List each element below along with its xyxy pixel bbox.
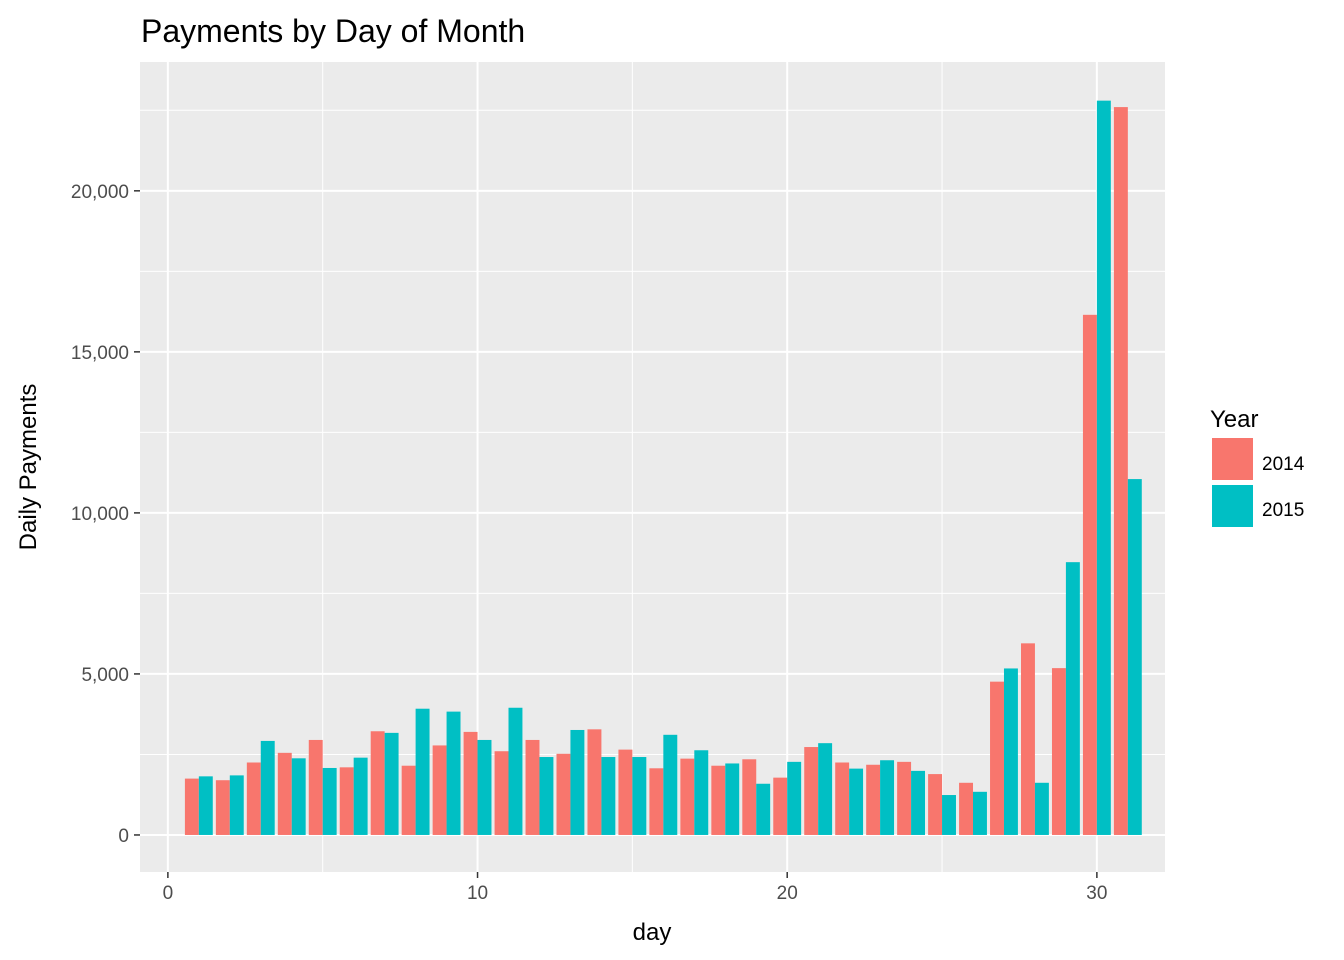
bar-2014-day-1 xyxy=(184,778,199,835)
x-axis-title: day xyxy=(633,919,672,946)
bar-2014-day-23 xyxy=(866,764,881,835)
bar-2015-day-10 xyxy=(477,739,492,835)
y-tick-label: 20,000 xyxy=(71,182,129,203)
bar-2015-day-6 xyxy=(353,757,368,835)
legend-label-2014: 2014 xyxy=(1262,454,1305,475)
bar-2015-day-17 xyxy=(694,750,709,835)
bar-2015-day-1 xyxy=(198,776,213,835)
bar-2015-day-7 xyxy=(384,732,399,835)
bar-2014-day-15 xyxy=(618,749,633,835)
bar-2014-day-28 xyxy=(1021,643,1035,835)
bar-2014-day-30 xyxy=(1082,314,1097,835)
bar-2014-day-5 xyxy=(308,739,323,835)
bar-2014-day-29 xyxy=(1051,668,1066,835)
bar-2014-day-13 xyxy=(556,753,571,835)
bar-2015-day-9 xyxy=(446,711,461,835)
bar-2015-day-12 xyxy=(539,757,554,835)
bar-2015-day-18 xyxy=(725,763,740,835)
bar-2014-day-31 xyxy=(1113,107,1128,835)
bar-2015-day-23 xyxy=(880,760,895,835)
bar-2014-day-10 xyxy=(463,731,478,835)
legend: Year 2014 2015 xyxy=(1210,406,1305,527)
bar-2015-day-20 xyxy=(787,761,802,835)
y-tick-label: 5,000 xyxy=(81,665,129,686)
bar-2015-day-16 xyxy=(663,734,678,835)
bar-2015-day-3 xyxy=(260,740,275,835)
y-tick-label: 10,000 xyxy=(71,504,129,525)
bar-2015-day-26 xyxy=(973,791,987,835)
x-tick-label: 0 xyxy=(163,883,174,904)
bar-2015-day-25 xyxy=(942,795,956,835)
y-tick-label: 15,000 xyxy=(71,343,129,364)
bar-2015-day-15 xyxy=(632,757,647,835)
legend-key-2014 xyxy=(1212,438,1253,480)
bar-2014-day-8 xyxy=(401,765,416,835)
bar-2014-day-19 xyxy=(742,759,757,835)
bar-2014-day-26 xyxy=(959,782,974,835)
bar-2015-day-14 xyxy=(601,757,616,835)
x-tick-label: 10 xyxy=(467,883,488,904)
legend-title: Year xyxy=(1210,406,1259,433)
legend-key-2015 xyxy=(1212,485,1253,527)
bar-2014-day-18 xyxy=(711,765,726,835)
bar-2014-day-4 xyxy=(277,752,292,835)
chart-title: Payments by Day of Month xyxy=(141,13,525,49)
bar-2015-day-29 xyxy=(1065,562,1080,835)
bar-2014-day-2 xyxy=(215,780,230,835)
bar-2015-day-13 xyxy=(570,729,585,835)
bar-2014-day-7 xyxy=(370,731,385,835)
bar-2014-day-20 xyxy=(773,777,788,835)
bar-2014-day-11 xyxy=(494,751,509,835)
bar-2014-day-14 xyxy=(587,729,602,835)
bar-2015-day-8 xyxy=(415,708,430,835)
bar-2014-day-9 xyxy=(432,745,447,835)
bar-2015-day-28 xyxy=(1034,782,1049,835)
bar-2015-day-24 xyxy=(911,770,926,835)
bar-2015-day-30 xyxy=(1096,100,1111,835)
x-axis-ticks: 0 10 20 30 xyxy=(163,872,1107,904)
bar-2015-day-27 xyxy=(1003,668,1018,835)
x-tick-label: 30 xyxy=(1086,883,1107,904)
bar-2014-day-27 xyxy=(990,681,1004,835)
bar-2015-day-19 xyxy=(756,783,771,835)
bar-2015-day-22 xyxy=(849,768,864,835)
bar-2014-day-24 xyxy=(897,761,912,835)
bar-2015-day-4 xyxy=(291,758,306,835)
bar-2014-day-3 xyxy=(246,762,261,835)
bar-2014-day-21 xyxy=(804,747,819,835)
y-axis-title: Daily Payments xyxy=(15,384,42,551)
bar-2015-day-2 xyxy=(229,775,244,835)
bar-2014-day-17 xyxy=(680,758,695,835)
bar-2014-day-22 xyxy=(835,762,850,835)
bar-2014-day-12 xyxy=(525,739,540,835)
legend-label-2015: 2015 xyxy=(1262,500,1304,521)
x-tick-label: 20 xyxy=(777,883,798,904)
bar-2015-day-31 xyxy=(1127,479,1142,835)
bar-2014-day-25 xyxy=(928,774,943,835)
bar-2014-day-16 xyxy=(649,768,664,835)
bar-2015-day-5 xyxy=(322,767,337,835)
y-tick-label: 0 xyxy=(118,826,129,847)
bar-2015-day-21 xyxy=(818,743,833,835)
bars xyxy=(184,100,1142,835)
y-axis-ticks: 0 5,000 10,000 15,000 20,000 xyxy=(71,182,140,847)
bar-2015-day-11 xyxy=(508,707,523,835)
bar-2014-day-6 xyxy=(339,767,354,835)
